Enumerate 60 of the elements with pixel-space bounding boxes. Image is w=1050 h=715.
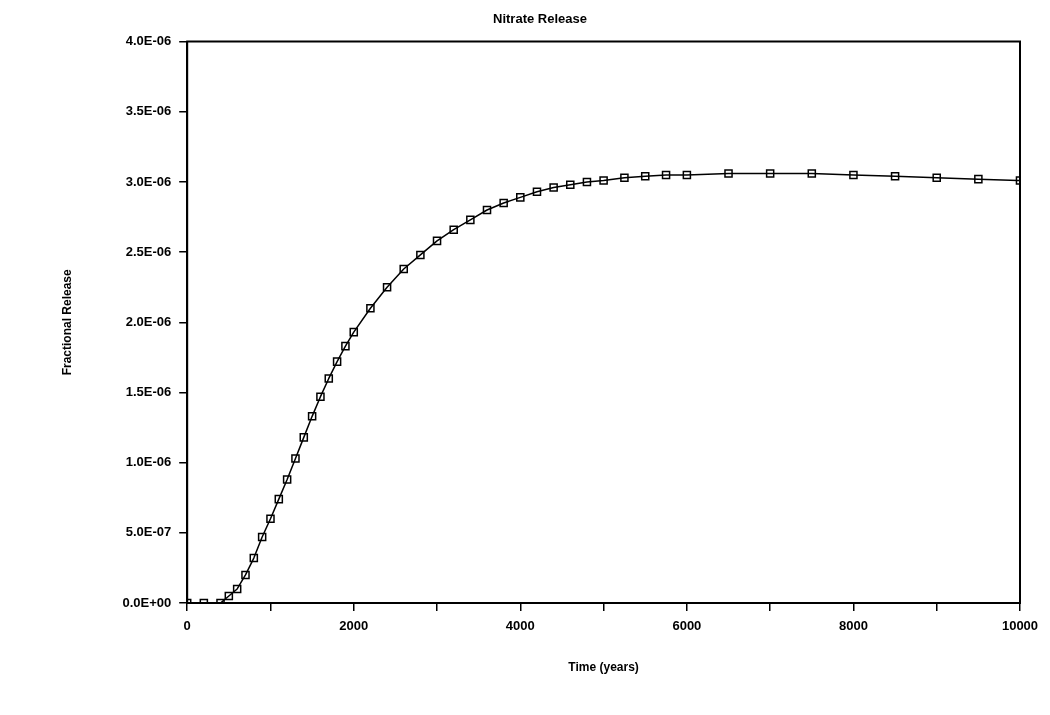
x-tick-label: 2000 (339, 618, 369, 634)
y-tick-label: 5.0E-07 (125, 524, 172, 540)
point (620, 173, 629, 183)
point (366, 303, 375, 313)
point (640, 172, 650, 181)
point (382, 282, 392, 292)
point (449, 225, 458, 234)
point (324, 374, 334, 383)
point (661, 170, 671, 180)
y-tick-label: 1.5E-06 (125, 384, 172, 400)
point (399, 264, 409, 274)
point (332, 357, 342, 366)
point (974, 174, 983, 184)
x-tick-label: 6000 (672, 618, 702, 634)
point (282, 475, 292, 484)
point (266, 514, 275, 524)
point (432, 236, 442, 246)
point (291, 454, 300, 463)
point (582, 177, 592, 187)
point (257, 532, 267, 542)
point (890, 172, 900, 181)
y-tick-label: 0.0E+00 (122, 594, 172, 610)
point (549, 183, 558, 192)
point (849, 170, 858, 180)
point (416, 250, 425, 260)
x-axis-title: Time (years) (568, 660, 639, 675)
point (932, 173, 942, 183)
point (241, 570, 250, 580)
point (299, 433, 309, 442)
chart-title: Nitrate Release (493, 11, 587, 27)
x-tick-label: 10000 (1001, 618, 1039, 634)
y-tick-label: 3.5E-06 (125, 103, 172, 119)
point (341, 341, 350, 351)
x-tick-label: 8000 (838, 618, 868, 634)
point (307, 412, 317, 421)
x-tick-label: 4000 (505, 618, 535, 634)
y-tick-label: 3.0E-06 (125, 173, 172, 189)
point (807, 169, 817, 178)
point (274, 494, 284, 504)
point (232, 584, 242, 594)
point (765, 169, 775, 178)
y-tick-label: 4.0E-06 (125, 33, 172, 49)
point (724, 169, 733, 178)
point (516, 193, 525, 202)
point (532, 187, 542, 197)
y-axis-title: Fractional Release (59, 268, 74, 376)
point (349, 327, 359, 337)
point (466, 215, 475, 225)
y-tick-label: 2.0E-06 (125, 313, 172, 329)
point (316, 392, 325, 401)
point (224, 591, 234, 601)
y-tick-label: 2.5E-06 (125, 243, 172, 259)
point (682, 170, 692, 180)
point (499, 198, 508, 208)
x-tick-label: 0 (183, 618, 191, 634)
y-tick-label: 1.0E-06 (125, 454, 172, 470)
point (599, 176, 608, 185)
point (566, 180, 575, 190)
point (249, 553, 259, 563)
point (482, 205, 492, 215)
